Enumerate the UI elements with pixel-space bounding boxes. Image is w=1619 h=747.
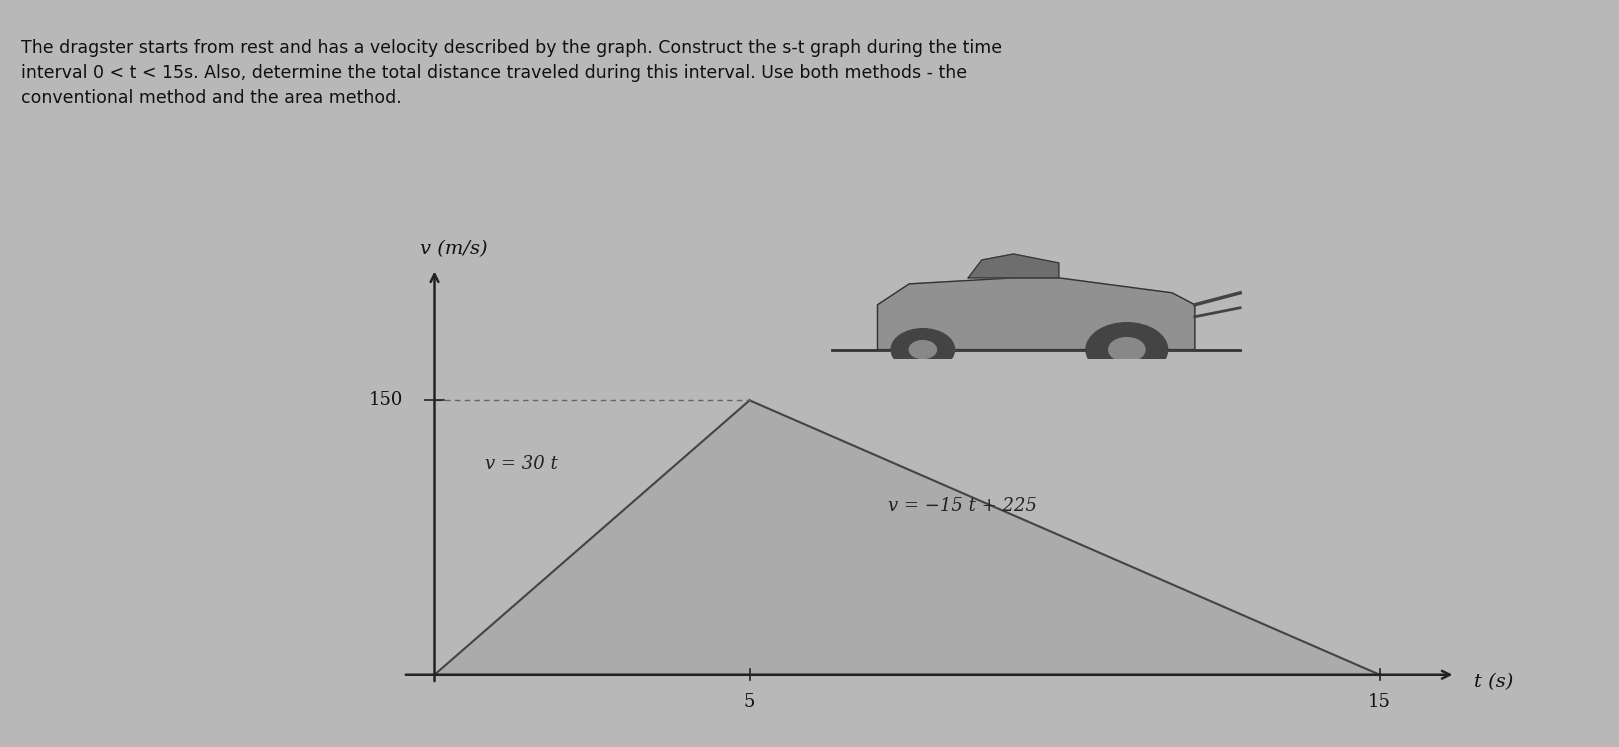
- Text: The dragster starts from rest and has a velocity described by the graph. Constru: The dragster starts from rest and has a …: [21, 39, 1002, 107]
- Circle shape: [1109, 338, 1145, 362]
- Circle shape: [1086, 323, 1167, 376]
- Polygon shape: [434, 400, 1379, 675]
- Circle shape: [910, 341, 936, 359]
- Text: v (m/s): v (m/s): [419, 240, 487, 258]
- Text: v = −15 t + 225: v = −15 t + 225: [889, 498, 1038, 515]
- Polygon shape: [968, 254, 1059, 278]
- Text: 150: 150: [369, 391, 403, 409]
- Circle shape: [890, 329, 955, 371]
- Text: 15: 15: [1368, 693, 1391, 711]
- Text: v = 30 t: v = 30 t: [486, 456, 557, 474]
- Text: t (s): t (s): [1475, 673, 1514, 691]
- Polygon shape: [877, 278, 1195, 350]
- Text: 5: 5: [743, 693, 754, 711]
